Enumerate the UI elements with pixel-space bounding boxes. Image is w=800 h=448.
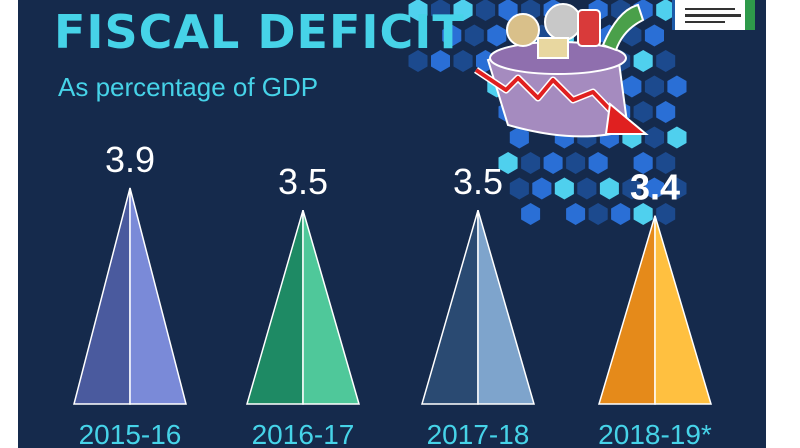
hexagon-tile (633, 152, 653, 174)
bar-2015-16 (73, 187, 187, 405)
bar-face-light (477, 209, 535, 405)
bar-face-dark (597, 215, 656, 405)
value-label: 3.5 (278, 161, 328, 202)
hexagon-tile (644, 126, 664, 149)
hexagon-tile (577, 177, 597, 200)
hexagon-tile (656, 203, 676, 225)
bar-face-light (654, 215, 713, 405)
hexagon-tile (644, 24, 664, 47)
hexagon-tile (667, 75, 687, 98)
hexagon-tile (431, 0, 450, 21)
hexagon-tile (644, 75, 664, 98)
bar-face-light (302, 209, 360, 405)
hexagon-tile (487, 24, 507, 47)
category-label: 2016-17 (252, 419, 355, 448)
hexagon-tile (656, 0, 676, 21)
hexagon-tile (509, 177, 529, 200)
bar-face-dark (246, 209, 304, 405)
hexagon-tile (633, 50, 653, 72)
hexagon-tile (667, 126, 687, 149)
hexagon-tile (599, 177, 619, 200)
hexagon-tile (521, 203, 541, 225)
bar-2018-19* (597, 215, 713, 405)
hexagon-tile (408, 0, 428, 21)
hexagon-tile (656, 50, 676, 72)
hexagon-tile (633, 101, 653, 123)
fiscal-deficit-chart: 3.9 3.5 3.5 3.4 2015-16 2016-17 2017-18 2018-1… (73, 0, 713, 448)
hexagon-tile (656, 101, 676, 123)
hexagon-tile (667, 177, 687, 200)
shopping-basket-with-falling-arrow-icon (474, 3, 649, 138)
hexagon-tile (622, 177, 642, 200)
category-label: 2018-19* (598, 419, 712, 448)
category-label: 2017-18 (427, 419, 530, 448)
chart-panel: 3.9 3.5 3.5 3.4 2015-16 2016-17 2017-18 2018-1… (18, 0, 766, 448)
page-title: FISCAL DEFICIT (54, 5, 465, 59)
hexagon-tile (644, 177, 664, 200)
bar-face-light (129, 187, 187, 405)
value-labels: 3.9 3.5 3.5 3.4 (105, 139, 680, 208)
category-label: 2015-16 (79, 419, 182, 448)
bar-face-dark (73, 187, 131, 405)
hexagon-tile (611, 203, 631, 225)
hexagon-tile (408, 50, 428, 72)
hexagon-tile (588, 203, 608, 225)
bar-face-dark (421, 209, 479, 405)
hexagon-tile (633, 203, 653, 225)
hexagon-tile (453, 50, 473, 72)
hexagon-tile (566, 152, 586, 174)
value-label: 3.9 (105, 139, 155, 180)
hexagon-tile (498, 152, 518, 174)
hexagon-tile (442, 24, 462, 47)
bar-2017-18 (421, 209, 535, 405)
hexagon-tile (622, 75, 642, 98)
hexagon-tile (453, 0, 473, 21)
hexagon-tile (498, 0, 518, 21)
hexagon-tile (464, 24, 484, 47)
press-information-bureau-logo-icon (672, 0, 755, 30)
value-label: 3.5 (453, 161, 503, 202)
value-label: 3.4 (630, 167, 680, 208)
hexagon-tile (476, 0, 496, 21)
category-labels: 2015-16 2016-17 2017-18 2018-19* (79, 419, 712, 448)
hexagon-tile (656, 152, 676, 174)
hexagon-tile (554, 177, 574, 200)
hexagon-tile (431, 50, 450, 72)
hexagon-tile (588, 152, 608, 174)
bars (73, 187, 713, 405)
hexagon-tile (543, 152, 563, 174)
hexagon-tile (521, 152, 541, 174)
hexagon-tile (566, 203, 586, 225)
page-subtitle: As percentage of GDP (58, 72, 319, 102)
hexagon-tile (532, 177, 552, 200)
hexagon-tile (509, 126, 529, 149)
bar-2016-17 (246, 209, 360, 405)
